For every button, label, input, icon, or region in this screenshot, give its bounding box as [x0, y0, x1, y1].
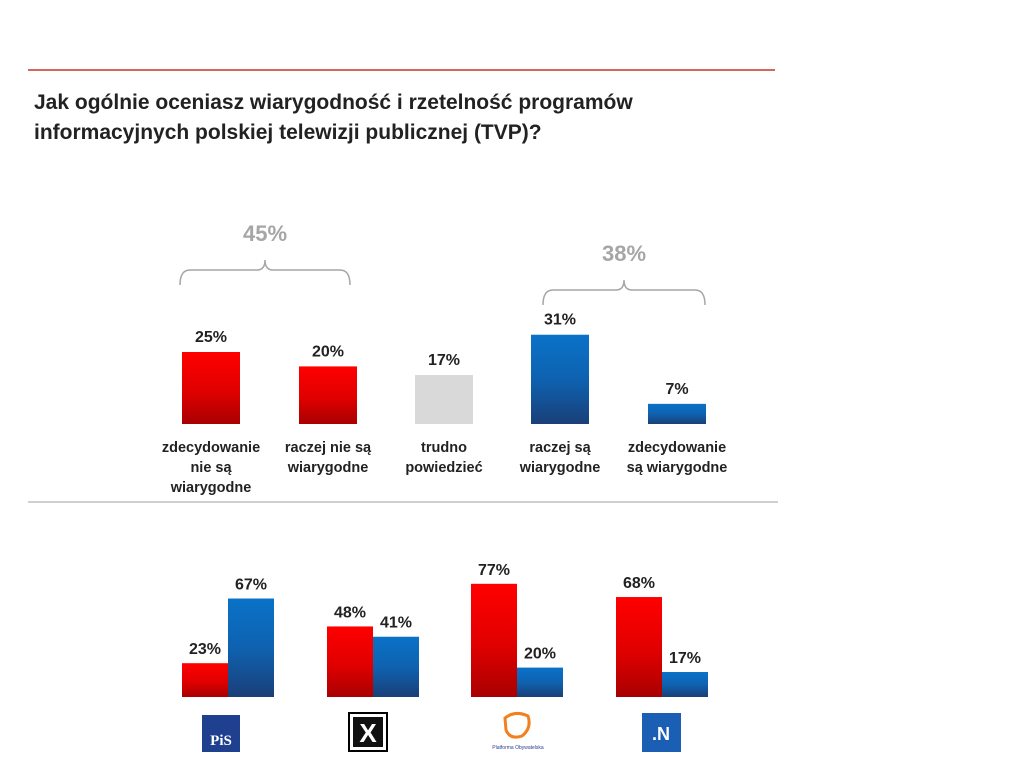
bar-blue-1: [373, 636, 419, 697]
category-label: wiarygodne: [519, 460, 601, 476]
category-label: zdecydowanie: [162, 440, 260, 456]
po-logo-text: Platforma Obywatelska: [492, 745, 544, 751]
data-label: 17%: [669, 650, 701, 667]
bar-blue-2: [517, 667, 563, 697]
data-label: 67%: [235, 577, 267, 594]
bar-red-2: [471, 583, 517, 697]
pis-logo: [202, 715, 240, 752]
bar-2: [415, 375, 473, 424]
nowoczesna-logo: [642, 713, 681, 752]
bar-blue-0: [228, 598, 274, 697]
kukiz-logo-inner: [353, 717, 383, 747]
data-label: 20%: [524, 646, 556, 663]
title-line-1: Jak ogólnie oceniasz wiarygodność i rzet…: [34, 91, 633, 114]
nowoczesna-logo-text: .N: [652, 724, 670, 744]
category-label: raczej nie są: [285, 440, 372, 456]
category-label: wiarygodne: [287, 460, 369, 476]
bar-0: [182, 352, 240, 424]
bracket: [179, 259, 351, 286]
data-label: 68%: [623, 575, 655, 592]
data-label: 7%: [665, 381, 688, 398]
data-label: 20%: [312, 343, 344, 360]
bar-red-1: [327, 626, 373, 697]
category-label: nie są: [190, 460, 232, 476]
data-label: 48%: [334, 604, 366, 621]
bar-4: [648, 403, 706, 424]
bar-blue-3: [662, 672, 708, 697]
chart-title: Jak ogólnie oceniasz wiarygodność i rzet…: [34, 88, 774, 148]
bracket-label: 45%: [243, 221, 287, 246]
data-label: 23%: [189, 641, 221, 658]
data-label: 77%: [478, 562, 510, 579]
pis-logo-text: PiS: [210, 733, 232, 749]
po-logo: [503, 711, 531, 739]
bar-red-0: [182, 663, 228, 697]
category-label: raczej są: [529, 440, 591, 456]
data-label: 25%: [195, 329, 227, 346]
bar-1: [299, 366, 357, 424]
category-label: zdecydowanie: [628, 440, 726, 456]
data-label: 31%: [544, 312, 576, 329]
category-label: wiarygodne: [170, 480, 252, 496]
kukiz-logo-text: X: [359, 718, 377, 748]
bracket-label: 38%: [602, 241, 646, 266]
category-label: powiedzieć: [405, 460, 482, 476]
data-label: 17%: [428, 352, 460, 369]
bar-3: [531, 334, 589, 424]
category-label: trudno: [421, 440, 467, 456]
bar-red-3: [616, 597, 662, 697]
category-label: są wiarygodne: [627, 460, 728, 476]
title-line-2: informacyjnych polskiej telewizji public…: [34, 121, 542, 144]
bracket: [542, 279, 706, 306]
data-label: 41%: [380, 615, 412, 632]
